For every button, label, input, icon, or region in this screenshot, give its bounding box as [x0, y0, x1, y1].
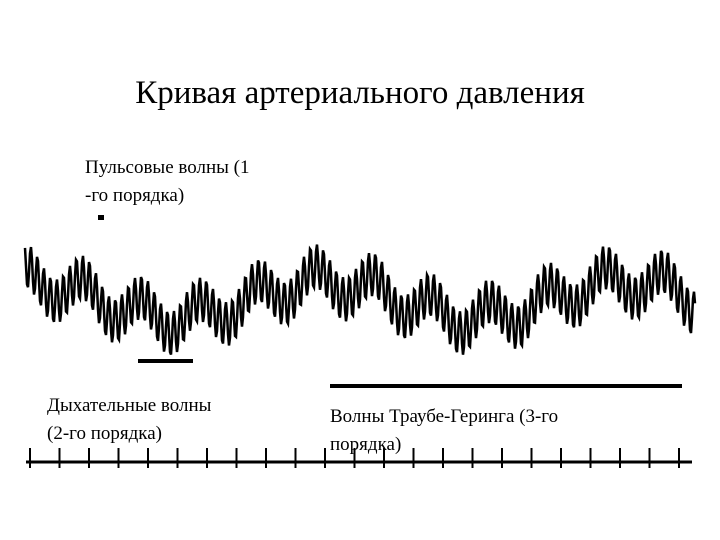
- time-axis: [26, 448, 692, 468]
- resp-label-line: (2-го порядка): [47, 423, 162, 444]
- pulse-label-line: -го порядка): [85, 185, 184, 206]
- trace-line: [23, 244, 697, 355]
- pressure-trace: [23, 244, 697, 355]
- marker: [98, 215, 104, 220]
- pulse-label-line: Пульсовые волны (1: [85, 157, 249, 178]
- traube-label-line: порядка): [330, 434, 401, 455]
- traube-label-line: Волны Траубе-Геринга (3-го: [330, 406, 558, 427]
- title: Кривая артериального давления: [135, 75, 585, 111]
- resp-label-line: Дыхательные волны: [47, 395, 212, 416]
